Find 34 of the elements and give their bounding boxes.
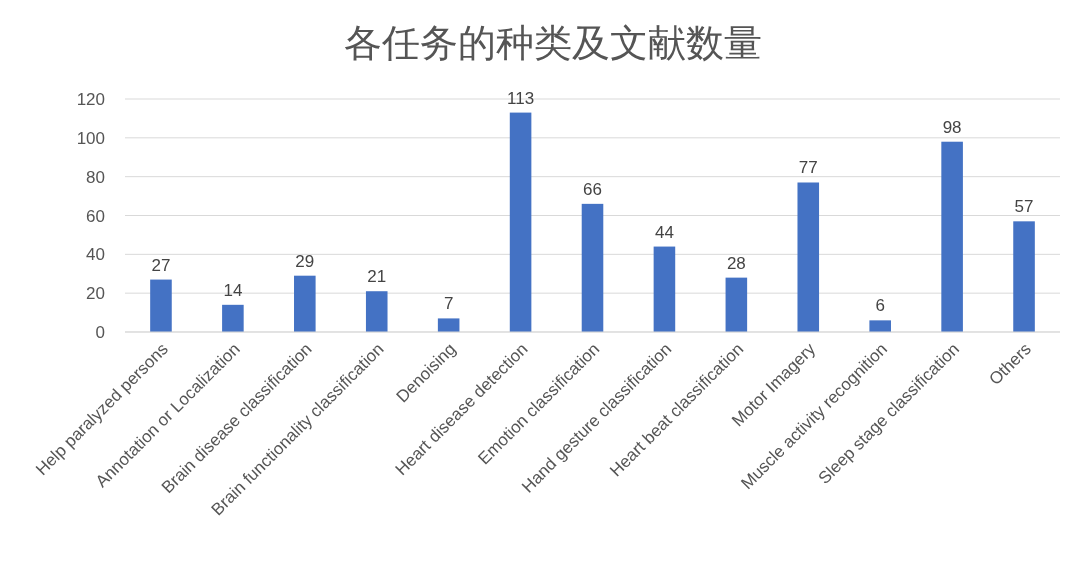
data-label: 6 [875, 296, 885, 316]
y-tick-label: 120 [76, 90, 105, 109]
bar [437, 318, 460, 332]
y-tick-label: 60 [86, 206, 105, 226]
bar [365, 291, 388, 332]
chart-title: 各任务的种类及文献数量 [343, 22, 762, 64]
data-label: 7 [443, 294, 454, 314]
y-tick-label: 100 [76, 128, 105, 148]
bar [509, 112, 532, 332]
data-label: 113 [507, 88, 535, 108]
bar [294, 275, 316, 332]
bar [150, 279, 172, 332]
bar [1013, 221, 1035, 332]
data-label: 98 [942, 117, 962, 137]
data-label: 21 [367, 267, 387, 287]
y-tick-label: 40 [86, 245, 105, 265]
data-label: 29 [295, 251, 315, 271]
bar [653, 246, 676, 332]
data-label: 27 [151, 255, 171, 275]
data-label: 14 [223, 280, 243, 300]
y-tick-label: 0 [95, 323, 105, 342]
data-label: 57 [1014, 197, 1034, 217]
data-label: 44 [654, 222, 674, 242]
bar [725, 277, 748, 332]
data-label: 66 [583, 179, 602, 199]
data-label: 28 [726, 253, 746, 273]
bar [581, 203, 604, 332]
bar [941, 141, 963, 332]
y-tick-label: 80 [86, 167, 105, 187]
bar [222, 304, 244, 332]
bar [797, 182, 820, 332]
y-tick-label: 20 [86, 284, 105, 304]
data-label: 77 [798, 158, 818, 178]
bar [869, 320, 891, 332]
